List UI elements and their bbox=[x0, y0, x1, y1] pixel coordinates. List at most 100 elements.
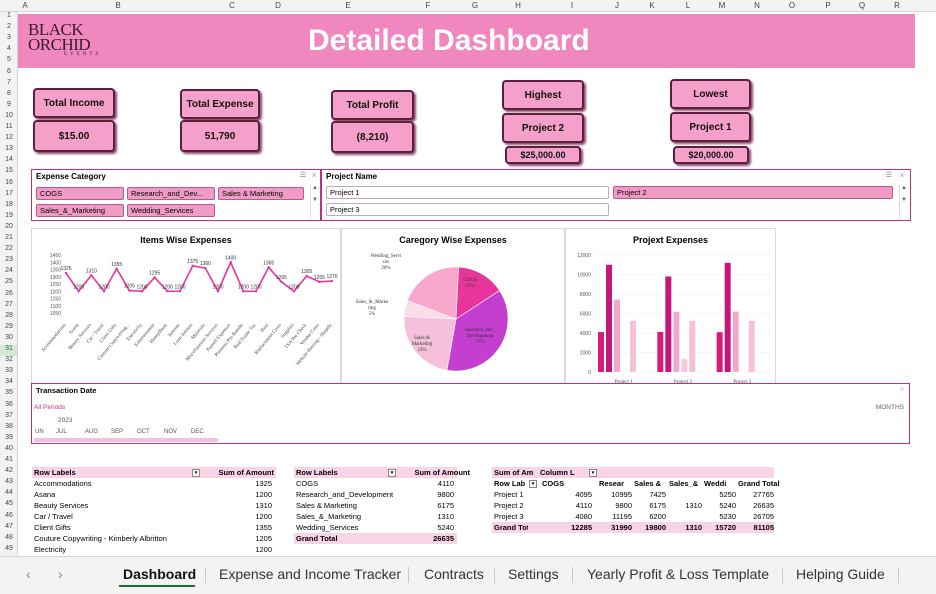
slicer-item-project1[interactable]: Project 1 bbox=[326, 186, 609, 199]
row-header[interactable]: 20 bbox=[5, 222, 13, 230]
col-L[interactable]: L bbox=[685, 1, 691, 10]
row-header[interactable]: 37 bbox=[5, 411, 13, 419]
timeline-month-jul[interactable]: JUL bbox=[56, 429, 67, 435]
slicer-item-research[interactable]: Research_and_Dev... bbox=[127, 187, 215, 200]
slicer-item-sales-marketing-2[interactable]: Sales_&_Marketing bbox=[36, 204, 124, 217]
col-O[interactable]: O bbox=[788, 1, 796, 10]
project-expenses-chart[interactable]: Projext Expenses 12000 10000 8000 6000 4000 2… bbox=[565, 228, 776, 385]
row-header[interactable]: 44 bbox=[5, 489, 13, 497]
row-header[interactable]: 16 bbox=[5, 178, 13, 186]
row-header[interactable]: 41 bbox=[5, 456, 13, 463]
expense-slicer-scrollbar[interactable]: ▲ ▼ bbox=[310, 185, 319, 219]
tab-yearly-pl[interactable]: Yearly Profit & Loss Template bbox=[587, 566, 770, 582]
multiselect-icon[interactable]: ☰ bbox=[885, 172, 892, 179]
row-header[interactable]: 6 bbox=[7, 67, 11, 75]
category-wise-expenses-chart[interactable]: Caregory Wise Expenses COGS 15% Research_a… bbox=[341, 228, 565, 385]
col-G[interactable]: G bbox=[471, 1, 479, 10]
slicer-item-project3[interactable]: Project 3 bbox=[326, 203, 609, 216]
transaction-date-timeline[interactable]: Transaction Date ⨯ All Periods MONTHS 20… bbox=[31, 383, 910, 444]
col-H[interactable]: H bbox=[515, 1, 521, 10]
row-header[interactable]: 29 bbox=[5, 322, 13, 330]
filter-dropdown-icon[interactable]: ▾ bbox=[529, 478, 537, 489]
highest-project[interactable]: Project 2 bbox=[502, 113, 584, 143]
row-header[interactable]: 11 bbox=[5, 123, 13, 130]
row-header[interactable]: 10 bbox=[5, 111, 13, 119]
row-header[interactable]: 38 bbox=[5, 422, 13, 430]
row-header[interactable]: 45 bbox=[5, 500, 13, 508]
tab-contracts[interactable]: Contracts bbox=[424, 566, 484, 582]
multiselect-icon[interactable]: ☰ bbox=[299, 172, 306, 179]
slicer-item-wedding[interactable]: Wedding_Services bbox=[127, 204, 215, 217]
lowest-project[interactable]: Project 1 bbox=[670, 112, 751, 142]
total-expense-label[interactable]: Total Expense bbox=[180, 89, 260, 119]
row-header[interactable]: 49 bbox=[5, 544, 13, 552]
timeline-all-periods[interactable]: All Periods bbox=[34, 404, 66, 411]
project-name-slicer[interactable]: Project Name ☰ ⨯ Project 1 Project 2 Pro… bbox=[321, 169, 911, 221]
row-header[interactable]: 12 bbox=[5, 134, 13, 142]
timeline-month-sep[interactable]: SEP bbox=[111, 429, 124, 435]
row-header[interactable]: 32 bbox=[5, 356, 13, 364]
total-profit-label[interactable]: Total Profit bbox=[331, 90, 414, 120]
row-header[interactable]: 22 bbox=[5, 245, 13, 253]
tab-dashboard[interactable]: Dashboard bbox=[123, 566, 197, 582]
project-slicer-scrollbar[interactable]: ▲ ▼ bbox=[899, 185, 908, 219]
slicer-item-project2[interactable]: Project 2 bbox=[613, 186, 893, 199]
expense-category-slicer[interactable]: Expense Category ☰ ⨯ COGS Research_and_D… bbox=[31, 169, 321, 221]
highest-label[interactable]: Highest bbox=[502, 80, 584, 110]
timeline-month-dec[interactable]: DEC bbox=[191, 429, 204, 435]
row-header[interactable]: 8 bbox=[7, 89, 11, 97]
clear-filter-icon[interactable]: ⨯ bbox=[899, 386, 905, 393]
items-wise-expenses-chart[interactable]: Items Wise Expenses 1450 1400 1350 1300 1250… bbox=[31, 228, 341, 385]
timeline-bar[interactable] bbox=[34, 438, 218, 442]
filter-dropdown-icon[interactable]: ▾ bbox=[388, 467, 396, 478]
row-header[interactable]: 25 bbox=[5, 278, 13, 286]
row-header[interactable]: 47 bbox=[5, 522, 13, 530]
row-header[interactable]: 40 bbox=[5, 444, 13, 452]
tab-expense-income-tracker[interactable]: Expense and Income Tracker bbox=[219, 566, 402, 582]
slicer-item-cogs[interactable]: COGS bbox=[36, 187, 124, 200]
row-header[interactable]: 14 bbox=[5, 156, 13, 164]
row-header[interactable]: 24 bbox=[5, 267, 13, 275]
clear-filter-icon[interactable]: ⨯ bbox=[311, 172, 317, 179]
row-header[interactable]: 30 bbox=[5, 333, 13, 341]
tab-helping-guide[interactable]: Helping Guide bbox=[796, 566, 885, 582]
row-header[interactable]: 2 bbox=[7, 23, 11, 31]
total-income-label[interactable]: Total Income bbox=[33, 88, 115, 118]
col-I[interactable]: I bbox=[570, 1, 574, 10]
row-header[interactable]: 3 bbox=[7, 34, 11, 42]
row-header[interactable]: 1 bbox=[7, 12, 11, 19]
slicer-item-sales-marketing[interactable]: Sales & Marketing bbox=[218, 187, 304, 200]
row-header[interactable]: 48 bbox=[5, 533, 13, 541]
timeline-month-un[interactable]: UN bbox=[35, 429, 44, 435]
col-E[interactable]: E bbox=[345, 1, 351, 10]
col-J[interactable]: J bbox=[615, 1, 619, 10]
col-Q[interactable]: Q bbox=[858, 1, 866, 10]
lowest-value[interactable]: $20,000.00 bbox=[673, 146, 749, 164]
highest-value[interactable]: $25,000.00 bbox=[505, 146, 581, 164]
row-header[interactable]: 39 bbox=[5, 433, 13, 441]
row-header[interactable]: 7 bbox=[7, 78, 11, 86]
row-header[interactable]: 19 bbox=[5, 211, 13, 219]
row-header[interactable]: 46 bbox=[5, 511, 13, 519]
row-header[interactable]: 28 bbox=[5, 311, 13, 319]
col-B[interactable]: B bbox=[115, 1, 121, 10]
row-header[interactable]: 43 bbox=[5, 478, 13, 486]
total-income-value[interactable]: $15.00 bbox=[33, 120, 115, 152]
row-header[interactable]: 34 bbox=[5, 378, 13, 386]
row-header[interactable]: 27 bbox=[5, 300, 13, 308]
row-header[interactable]: 4 bbox=[7, 45, 11, 53]
lowest-label[interactable]: Lowest bbox=[670, 79, 751, 109]
row-header[interactable]: 5 bbox=[7, 56, 11, 64]
row-header[interactable]: 26 bbox=[5, 289, 13, 297]
row-header[interactable]: 33 bbox=[5, 367, 13, 375]
col-D[interactable]: D bbox=[275, 1, 281, 10]
col-M[interactable]: M bbox=[718, 1, 726, 10]
row-header[interactable]: 31 bbox=[0, 345, 17, 356]
timeline-level[interactable]: MONTHS bbox=[875, 404, 904, 411]
total-expense-value[interactable]: 51,790 bbox=[180, 120, 260, 152]
row-header[interactable]: 36 bbox=[5, 400, 13, 408]
row-header[interactable]: 21 bbox=[5, 234, 13, 241]
filter-dropdown-icon[interactable]: ▾ bbox=[589, 467, 597, 478]
col-N[interactable]: N bbox=[754, 1, 760, 10]
filter-dropdown-icon[interactable]: ▾ bbox=[192, 467, 200, 478]
